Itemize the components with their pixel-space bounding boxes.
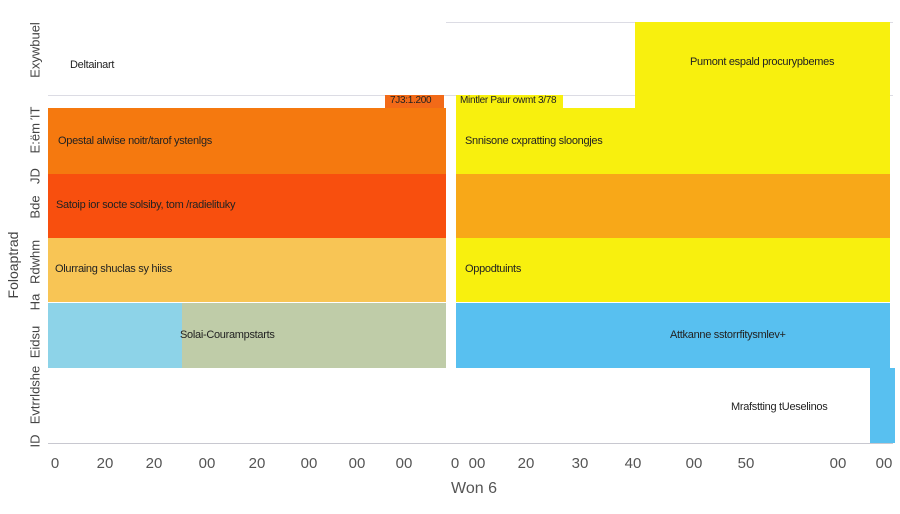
x-tick-label: 0 (50, 455, 60, 472)
cell-deltainart: Deltainart (48, 22, 446, 95)
y-tick-label: JD (27, 168, 43, 184)
x-tick-label: 20 (517, 455, 535, 472)
x-tick-label: 00 (348, 455, 366, 472)
cell-label: Mintler Paur owmt 3/78 (460, 95, 557, 106)
x-tick-label: 00 (395, 455, 413, 472)
cell-label: Mrafstting tUeselinos (731, 401, 828, 413)
cell-opestal: Opestal alwise noitr/tarof ystenlgs (48, 108, 446, 174)
y-tick-label: Bde (27, 195, 43, 219)
y-tick-label: Ha (27, 293, 43, 311)
cell-light-blue (48, 303, 182, 368)
x-tick-label: 50 (737, 455, 755, 472)
cell-label: Pumont espald procurypbemes (690, 56, 835, 68)
cell-pumont: Pumont espald procurypbemes (635, 22, 890, 108)
gridline (48, 443, 893, 444)
cell-label: Satoip ior socte solsiby, tom /radielitu… (56, 199, 236, 211)
y-axis-title: Foloaptrad (5, 231, 21, 299)
cell-label: Opestal alwise noitr/tarof ystenlgs (58, 135, 212, 147)
cell-olurraing: Olurraing shuclas sy hiiss (48, 238, 446, 302)
cell-label: Attkanne sstorrfitysmlev+ (670, 329, 786, 341)
x-tick-label: 00 (685, 455, 703, 472)
cell-attkanne: Attkanne sstorrfitysmlev+ (456, 303, 890, 368)
x-tick-label: 0 (450, 455, 460, 472)
cell-label: 7J3:1.200 (390, 95, 432, 106)
cell-value-badge: 7J3:1.200 (385, 95, 444, 108)
cell-solai: Solai-Courampstarts (180, 303, 446, 368)
x-tick-label: 20 (96, 455, 114, 472)
y-tick-label: Eidsu (27, 325, 43, 359)
y-tick-label: Evtrrldshe (27, 365, 43, 425)
cell-satoip: Satoip ior socte solsiby, tom /radielitu… (48, 174, 446, 238)
cell-label: Snnisone cxpratting sloongjes (465, 135, 603, 147)
y-tick-label: Rdwhm (27, 239, 43, 285)
y-tick-label: E:ëm ΊΤ (27, 106, 43, 154)
x-tick-label: 00 (829, 455, 847, 472)
cell-label: Oppodtuints (465, 263, 522, 275)
x-tick-label: 30 (571, 455, 589, 472)
cell-label: Deltainart (70, 59, 115, 71)
cell-blue-strip (870, 368, 895, 443)
x-tick-label: 00 (300, 455, 318, 472)
x-tick-label: 20 (145, 455, 163, 472)
x-tick-label: 40 (624, 455, 642, 472)
cell-oppodtuints: Oppodtuints (456, 238, 890, 302)
y-tick-label: ID (27, 434, 43, 448)
x-axis-title: Won 6 (451, 480, 497, 497)
cell-snnisone: Snnisone cxpratting sloongjes (456, 108, 890, 174)
gridline (48, 22, 893, 23)
cell-label: Solai-Courampstarts (180, 329, 275, 341)
cell-label: Olurraing shuclas sy hiiss (55, 263, 172, 275)
x-tick-label: 00 (198, 455, 216, 472)
x-tick-label: 20 (248, 455, 266, 472)
y-tick-label: Exywbuel (27, 22, 43, 78)
x-tick-label: 00 (468, 455, 486, 472)
x-tick-label: 00 (875, 455, 893, 472)
cell-mintler-badge: Mintler Paur owmt 3/78 (456, 95, 563, 108)
cell-orange-right (456, 174, 890, 238)
